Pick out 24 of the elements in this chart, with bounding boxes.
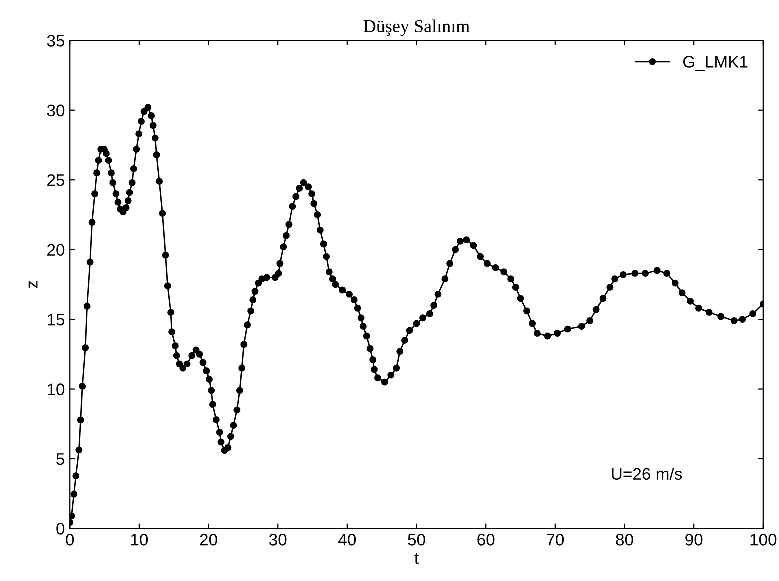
x-tick-label: 10 [131, 534, 148, 546]
x-tick-label: 30 [269, 534, 287, 546]
y-tick-label: 35 [47, 35, 65, 47]
x-tick-label: 60 [478, 534, 495, 546]
y-tick-label: 5 [56, 454, 65, 466]
y-tick-label: 15 [48, 314, 65, 326]
chart-title: Düşey Salınım [364, 20, 470, 36]
y-tick-label: 0 [56, 523, 65, 535]
annotation: U=26 m/s [612, 468, 682, 480]
x-axis-title: t [414, 553, 419, 564]
x-tick-label: 90 [686, 534, 703, 546]
legend-label: G_LMK1 [683, 56, 748, 72]
x-tick-label: 0 [66, 534, 74, 546]
y-tick-label: 30 [47, 104, 65, 117]
y-tick-label: 25 [48, 174, 65, 186]
y-axis-title: z [28, 281, 38, 288]
x-tick-label: 50 [408, 534, 426, 546]
y-tick-label: 20 [48, 244, 65, 256]
x-tick-label: 40 [338, 534, 356, 546]
x-tick-label: 80 [616, 534, 634, 546]
x-tick-label: 70 [547, 534, 564, 546]
y-tick-label: 10 [48, 384, 65, 396]
x-tick-label: 100 [750, 534, 777, 546]
x-tick-label: 20 [200, 534, 218, 546]
